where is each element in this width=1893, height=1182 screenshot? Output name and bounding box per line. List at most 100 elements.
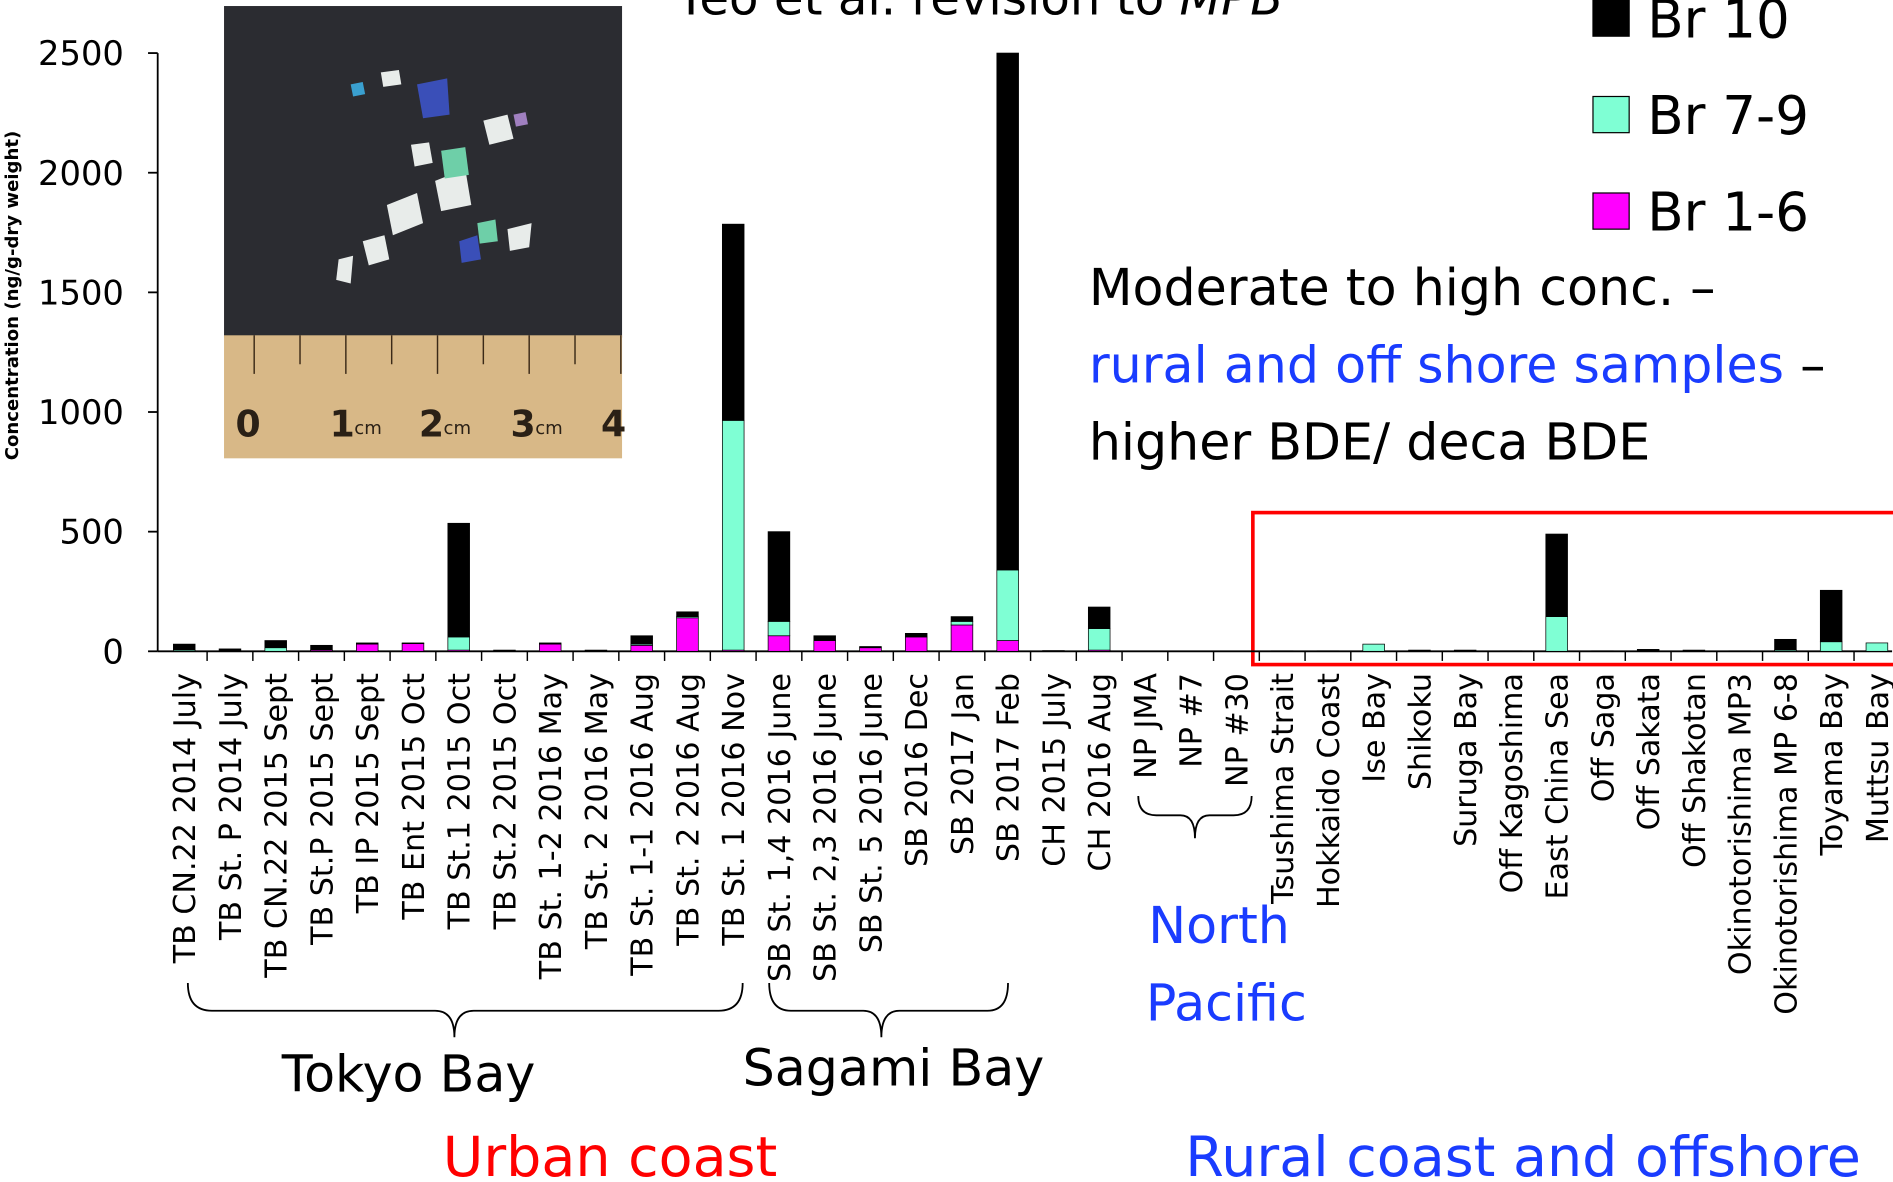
bar-segment <box>767 531 791 622</box>
x-tick-label: East China Sea <box>1541 673 1576 899</box>
x-tick-label: Shikoku <box>1403 673 1438 790</box>
bar-segment <box>447 636 470 651</box>
group-label: Sagami Bay <box>743 1039 1045 1098</box>
bar-segment <box>401 642 425 645</box>
bar-segment <box>767 635 791 652</box>
x-tick-label: Off Saga <box>1586 673 1621 802</box>
x-tick-label: TB St.1 2015 Oct <box>443 673 478 931</box>
bar-segment <box>1774 638 1797 651</box>
bar-segment <box>1362 643 1385 652</box>
group-label: North <box>1148 896 1290 955</box>
x-tick-label: SB 2016 Dec <box>900 673 935 867</box>
bar-segment <box>1087 606 1111 629</box>
x-tick-label: TB St.2 2015 Oct <box>488 673 523 931</box>
bar-segment <box>904 636 928 652</box>
bar-segment <box>584 649 608 652</box>
x-tick-label: SB 2017 Jan <box>946 673 981 855</box>
bar-segment <box>630 644 653 652</box>
bar-segment <box>1865 642 1889 652</box>
x-tick-label: TB St. P 2014 July <box>214 673 249 941</box>
x-tick-label: Okinotorishima MP3 <box>1724 673 1759 975</box>
highlight-box <box>1251 510 1893 667</box>
bar-segment <box>904 632 928 638</box>
legend-swatch <box>1592 192 1630 230</box>
bar-segment <box>1636 649 1660 652</box>
bar-segment <box>356 643 379 652</box>
bar-segment <box>264 640 287 649</box>
brace <box>768 982 1009 1038</box>
x-tick-label: TB St. 1 2016 Nov <box>717 673 752 947</box>
chart-title: Yeo et al. revision to MPB <box>675 0 1283 26</box>
bar-segment <box>996 52 1019 571</box>
x-tick-label: SB St. 2,3 2016 June <box>809 673 844 982</box>
x-tick-label: TB St. 2 2016 May <box>580 673 615 950</box>
title-italic: MPB <box>1180 0 1284 26</box>
x-tick-label: SB St. 1,4 2016 June <box>763 673 798 982</box>
annotation: rural and off shore samples – <box>1089 335 1826 394</box>
x-tick-label: CH 2016 Aug <box>1083 673 1118 871</box>
bar-segment <box>950 624 974 652</box>
bar-segment <box>447 522 470 638</box>
x-tick-label: TB IP 2015 Sept <box>351 673 386 914</box>
x-tick-label: Muttsu Bay <box>1861 673 1893 843</box>
x-tick-label: SB St. 5 2016 June <box>854 673 889 953</box>
y-tick-label: 1500 <box>38 273 124 312</box>
bar-segment <box>996 569 1019 641</box>
bar-segment <box>1087 628 1111 651</box>
y-tick-label: 1000 <box>38 393 124 432</box>
x-tick-label: Toyama Bay <box>1815 673 1850 856</box>
y-tick-label: 2500 <box>38 34 124 73</box>
bar-segment <box>1042 650 1065 652</box>
x-tick-label: TB Ent 2015 Oct <box>397 673 432 921</box>
x-tick-label: Ise Bay <box>1358 673 1393 783</box>
x-tick-label: Hokkaido Coast <box>1312 673 1347 908</box>
bar-segment <box>218 648 242 652</box>
ruler-unit: cm <box>535 418 563 439</box>
bar-segment <box>721 223 745 421</box>
x-tick-label: Off Kagoshima <box>1495 673 1530 893</box>
bar-segment <box>1819 641 1843 652</box>
bar-segment <box>1408 649 1431 652</box>
annotation-blue: rural and off shore samples <box>1089 335 1784 394</box>
y-axis-label: Concentration (ng/g-dry weight) <box>2 131 23 461</box>
x-tick-label: NP #30 <box>1220 673 1255 787</box>
bar-segment <box>721 420 745 651</box>
legend-swatch <box>1592 95 1630 134</box>
x-tick-label: TB CN.22 2014 July <box>168 673 203 964</box>
group-label: Tokyo Bay <box>281 1045 536 1104</box>
y-tick-label: 500 <box>59 513 123 552</box>
x-tick-label: Suruga Bay <box>1449 673 1484 847</box>
bar-segment <box>1453 649 1477 652</box>
bar-segment <box>676 611 699 617</box>
bar-segment <box>676 617 699 652</box>
x-tick-label: Tsushima Strait <box>1266 673 1301 905</box>
x-tick-label: NP #7 <box>1175 673 1210 768</box>
annotation: higher BDE/ deca BDE <box>1089 413 1650 472</box>
legend-label: Br 7-9 <box>1647 85 1809 147</box>
bar-segment <box>356 642 379 645</box>
region-label: Rural coast and offshore <box>1185 1126 1861 1182</box>
bar-segment <box>1819 589 1843 643</box>
x-tick-label: TB St. 1-1 2016 Aug <box>626 673 661 977</box>
title-text: Yeo et al. revision to <box>675 0 1179 26</box>
x-tick-label: Off Shakotan <box>1678 673 1713 868</box>
bar-segment <box>767 621 791 637</box>
bar-segment <box>813 640 836 652</box>
y-tick-label: 0 <box>102 632 123 671</box>
ruler-number: 1 <box>330 403 355 446</box>
x-tick-label: TB St. 1-2 2016 May <box>534 673 569 980</box>
ruler-unit: cm <box>354 418 382 439</box>
ruler-number: 3 <box>511 403 536 446</box>
x-tick-label: Off Sakata <box>1632 673 1667 830</box>
inset-photo: 0 1 cm 2 cm 3 cm 4 <box>224 6 626 459</box>
bar-segment <box>310 644 333 651</box>
bar-segment <box>264 647 287 652</box>
bar-segment <box>630 635 653 645</box>
bar-segment <box>813 635 836 641</box>
ruler-number: 4 <box>601 403 626 446</box>
bar-segment <box>538 643 562 652</box>
x-tick-label: TB CN.22 2015 Sept <box>260 673 295 979</box>
legend-label: Br 10 <box>1647 0 1790 50</box>
